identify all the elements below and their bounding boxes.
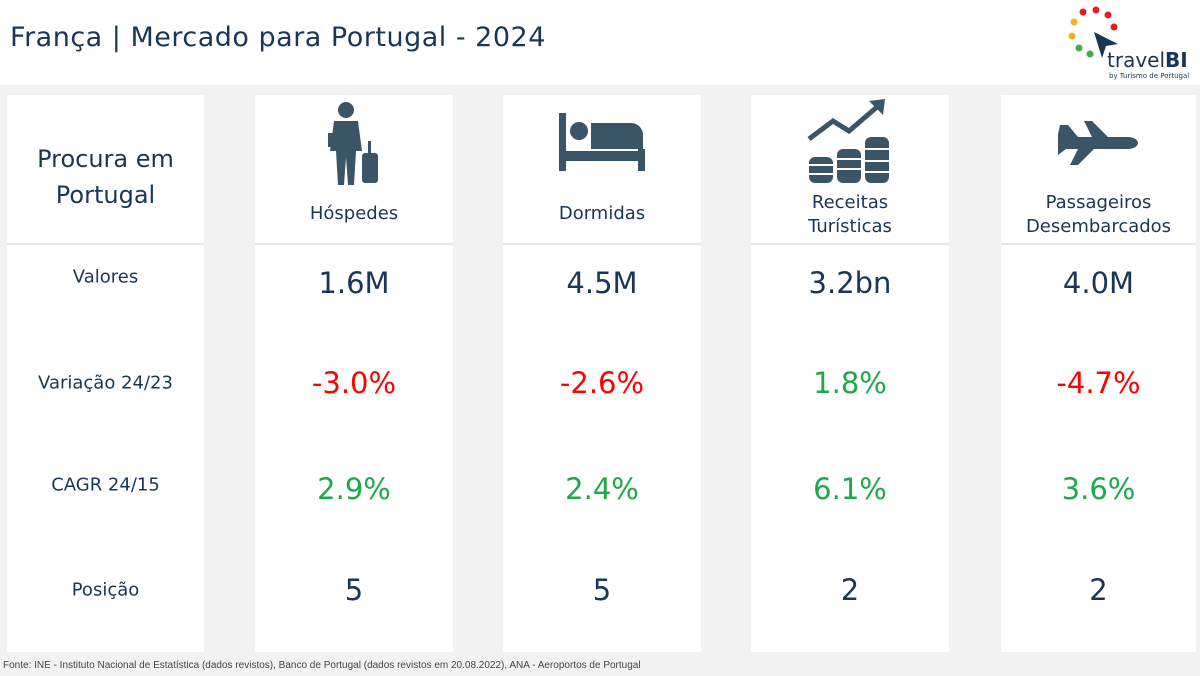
row-label-cagr: CAGR 24/15 [51, 474, 160, 496]
value-cagr: 2.4% [565, 472, 639, 506]
section-title-line1: Procura em [37, 145, 174, 173]
value-cagr: 6.1% [813, 472, 887, 506]
coins-growth-icon [807, 99, 889, 183]
value-variacao: -4.7% [1056, 366, 1141, 400]
metric-header: Hóspedes [255, 95, 453, 245]
metric-label: Passageiros Desembarcados [1001, 191, 1196, 239]
row-label-variacao: Variação 24/23 [38, 372, 173, 394]
metric-column-hospedes: Hóspedes 1.6M -3.0% 2.9% 5 [255, 95, 453, 652]
value-variacao: 1.8% [813, 366, 887, 400]
metric-label-line1: Passageiros [1045, 192, 1152, 213]
metric-column-dormidas: Dormidas 4.5M -2.6% 2.4% 5 [503, 95, 701, 652]
metric-column-passageiros: Passageiros Desembarcados 4.0M -4.7% 3.6… [1001, 95, 1196, 652]
value-variacao: -3.0% [311, 366, 397, 400]
value-variacao: -2.6% [559, 366, 645, 400]
value-valor: 4.0M [1062, 266, 1135, 300]
metric-label: Dormidas [558, 203, 646, 224]
label-column: Procura em Portugal Valores Variação 24/… [7, 95, 204, 652]
traveler-icon [328, 102, 378, 185]
metric-label-line1: Receitas [811, 192, 889, 213]
value-cagr: 2.9% [317, 472, 391, 506]
header-bar: França | Mercado para Portugal - 2024 tr… [0, 0, 1200, 85]
row-label-posicao: Posição [71, 579, 140, 601]
label-column-header: Procura em Portugal [7, 95, 204, 245]
value-posicao: 5 [344, 573, 364, 607]
value-posicao: 2 [840, 573, 860, 607]
value-valor: 3.2bn [808, 266, 892, 300]
svg-text:by Turismo de Portugal: by Turismo de Portugal [1109, 72, 1189, 80]
svg-text:travelBI: travelBI [1107, 48, 1188, 72]
travelbi-logo: travelBI by Turismo de Portugal [1068, 6, 1189, 80]
section-title: Procura em Portugal [7, 141, 204, 213]
metric-label-line2: Desembarcados [1025, 216, 1172, 237]
metric-label: Receitas Turísticas [751, 191, 949, 239]
page-title: França | Mercado para Portugal - 2024 [10, 22, 546, 53]
metric-label-line2: Turísticas [808, 216, 892, 237]
metric-label: Hóspedes [309, 203, 399, 224]
section-title-line2: Portugal [55, 181, 156, 209]
value-valor: 1.6M [318, 266, 390, 300]
metric-header: Passageiros Desembarcados [1001, 95, 1196, 245]
value-cagr: 3.6% [1061, 472, 1136, 506]
value-posicao: 5 [592, 573, 612, 607]
source-footnote: Fonte: INE - Instituto Nacional de Estat… [3, 660, 641, 671]
bed-icon [559, 113, 645, 171]
row-label-valores: Valores [72, 266, 139, 288]
value-valor: 4.5M [566, 266, 638, 300]
metric-column-receitas: Receitas Turísticas 3.2bn 1.8% 6.1% 2 [751, 95, 949, 652]
metric-header: Dormidas [503, 95, 701, 245]
airplane-icon [1057, 121, 1138, 165]
metric-header: Receitas Turísticas [751, 95, 949, 245]
value-posicao: 2 [1089, 573, 1108, 607]
